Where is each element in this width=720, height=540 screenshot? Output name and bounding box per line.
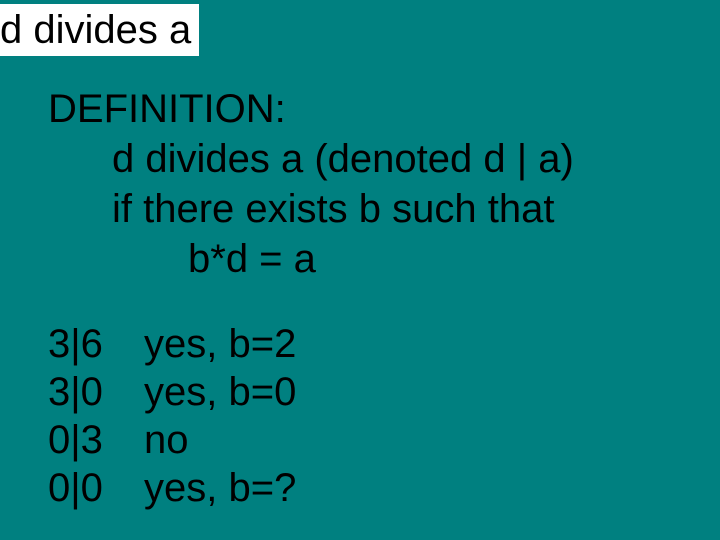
slide-title-text: d divides a: [0, 8, 191, 52]
example-row: 0|3 no: [48, 416, 720, 464]
definition-line-3: b*d = a: [48, 234, 720, 284]
example-row: 3|6 yes, b=2: [48, 320, 720, 368]
example-result: yes, b=?: [144, 464, 296, 512]
definition-line-1: d divides a (denoted d | a): [48, 134, 720, 184]
definition-line-2: if there exists b such that: [48, 184, 720, 234]
example-expr: 3|6: [48, 320, 144, 368]
example-expr: 0|3: [48, 416, 144, 464]
slide-content: DEFINITION: d divides a (denoted d | a) …: [0, 56, 720, 512]
example-result: no: [144, 416, 189, 464]
example-expr: 0|0: [48, 464, 144, 512]
examples-block: 3|6 yes, b=2 3|0 yes, b=0 0|3 no 0|0 yes…: [48, 320, 720, 512]
definition-block: DEFINITION: d divides a (denoted d | a) …: [48, 84, 720, 284]
example-row: 0|0 yes, b=?: [48, 464, 720, 512]
definition-heading: DEFINITION:: [48, 84, 720, 134]
example-result: yes, b=0: [144, 368, 296, 416]
example-row: 3|0 yes, b=0: [48, 368, 720, 416]
example-expr: 3|0: [48, 368, 144, 416]
example-result: yes, b=2: [144, 320, 296, 368]
slide-title: d divides a: [0, 4, 199, 56]
